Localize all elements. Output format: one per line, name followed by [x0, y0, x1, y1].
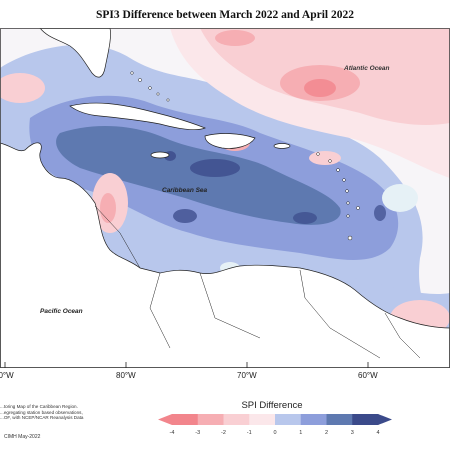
lesser-antilles-island — [328, 159, 332, 163]
legend-swatch — [326, 414, 353, 425]
data-credits: ...toring Map of the Caribbean Region. .… — [0, 404, 130, 421]
spi-neutral-cell — [382, 184, 418, 212]
spi-min-cell — [100, 193, 116, 223]
spi-min-cell — [309, 151, 341, 165]
spi-positive-zone-dark — [56, 126, 341, 225]
map-canvas: Atlantic Ocean Caribbean Sea Pacific Oce… — [0, 28, 450, 368]
credit-line: ...toring Map of the Caribbean Region. — [0, 404, 78, 409]
lesser-antilles-island — [346, 201, 350, 205]
bahamas-island — [166, 98, 170, 102]
longitude-label: 70°W — [237, 371, 257, 380]
lesser-antilles-island — [336, 168, 340, 172]
lesser-antilles-island — [346, 214, 350, 218]
central-america-land — [0, 142, 450, 368]
spi-max-cell — [173, 209, 197, 223]
lesser-antilles-island — [345, 189, 349, 193]
legend-swatch — [249, 414, 276, 425]
spi-min-cell — [0, 73, 45, 103]
legend-tick-label: -2 — [221, 430, 226, 436]
legend-tick-label: -3 — [195, 430, 200, 436]
jamaica-land — [150, 151, 170, 159]
legend-tick-label: 1 — [299, 430, 302, 436]
country-borders — [94, 205, 421, 359]
legend-title: SPI Difference — [241, 400, 303, 411]
legend-extend-high — [378, 414, 392, 425]
legend-tick-label: -4 — [170, 430, 175, 436]
puerto-rico-land — [273, 143, 291, 149]
legend-tick-label: 3 — [351, 430, 354, 436]
longitude-ticks — [4, 362, 369, 368]
longitude-label: 80°W — [116, 371, 136, 380]
spi-max-cell — [190, 159, 240, 177]
legend-colorbar: -4 -3 -2 -1 0 1 2 3 4 — [158, 414, 392, 436]
cuba-land — [69, 102, 206, 130]
map-title: SPI3 Difference between March 2022 and A… — [96, 9, 354, 21]
lesser-antilles-island — [347, 235, 353, 241]
spi-max-cell — [374, 205, 386, 221]
lesser-antilles-island — [316, 152, 320, 156]
bahamas-island — [130, 71, 134, 75]
lesser-antilles-island — [342, 178, 346, 182]
bahamas-island — [148, 86, 152, 90]
legend-swatch — [300, 414, 327, 425]
longitude-label: 60°W — [358, 371, 378, 380]
spi-min-cell — [304, 79, 336, 97]
pacific-ocean-label: Pacific Ocean — [40, 308, 83, 315]
atlantic-ocean-label: Atlantic Ocean — [343, 65, 390, 72]
legend-swatch — [197, 414, 224, 425]
bahamas-island — [138, 78, 142, 82]
lesser-antilles-island — [356, 206, 360, 210]
legend-tick-label: 2 — [325, 430, 328, 436]
spi-min-cell — [215, 30, 255, 46]
hispaniola-land — [204, 133, 256, 149]
legend-tick-label: -1 — [247, 430, 252, 436]
legend-swatch — [275, 414, 302, 425]
longitude-label: 90°W — [0, 371, 14, 380]
florida-land — [39, 28, 111, 78]
legend-swatch — [223, 414, 250, 425]
legend-extend-low — [158, 414, 172, 425]
bahamas-island — [156, 92, 160, 96]
copyright-text: CIMH May-2022 — [4, 434, 41, 440]
legend-swatch — [172, 414, 199, 425]
spi-max-cell — [293, 212, 317, 224]
credit-line: ...egregating station based observations… — [0, 409, 83, 415]
caribbean-sea-label: Caribbean Sea — [162, 187, 208, 194]
credit-line: ...OF, with NCEP/NCAR Reanalysis Data — [0, 415, 84, 421]
legend-tick-label: 4 — [376, 430, 379, 436]
legend-tick-label: 0 — [273, 430, 276, 436]
legend-swatch — [352, 414, 379, 425]
